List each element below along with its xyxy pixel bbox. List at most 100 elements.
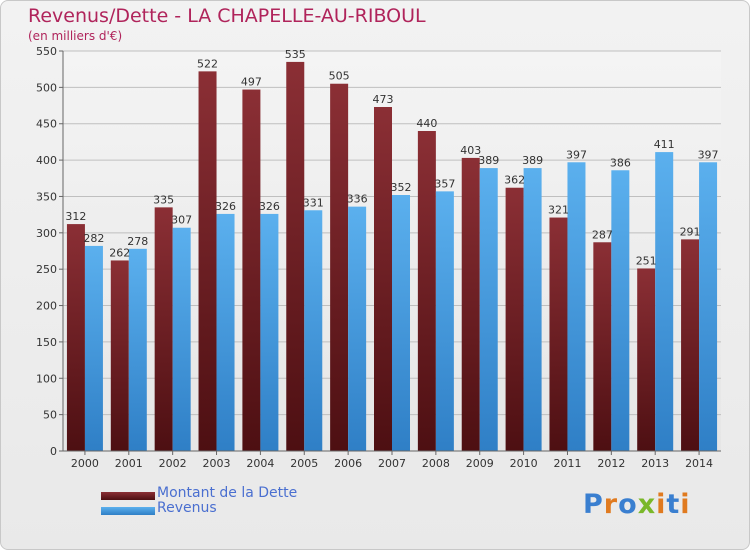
- debt-bar: [637, 268, 656, 451]
- logo-letter: t: [666, 489, 681, 520]
- debt-bar: [198, 71, 217, 451]
- y-tick-label: 550: [36, 45, 57, 58]
- revenue-value-label: 389: [522, 154, 543, 167]
- y-tick-label: 0: [50, 445, 57, 458]
- revenue-value-label: 326: [215, 200, 236, 213]
- revenue-value-label: 278: [127, 235, 148, 248]
- revenue-value-label: 357: [434, 177, 455, 190]
- legend-label-revenue: Revenus: [157, 500, 217, 516]
- revenue-value-label: 397: [698, 148, 719, 161]
- y-tick-label: 150: [36, 336, 57, 349]
- revenue-bar: [260, 213, 279, 451]
- legend-swatch-debt: [101, 492, 155, 500]
- debt-value-label: 262: [109, 246, 130, 259]
- debt-value-label: 335: [153, 193, 174, 206]
- debt-bar: [66, 224, 85, 451]
- proxiti-logo: Proxiti: [583, 489, 691, 520]
- debt-value-label: 522: [197, 57, 218, 70]
- y-tick-label: 200: [36, 300, 57, 313]
- revenue-value-label: 411: [654, 138, 675, 151]
- revenue-value-label: 326: [259, 200, 280, 213]
- x-tick-label: 2004: [246, 457, 274, 470]
- x-tick-label: 2006: [334, 457, 362, 470]
- debt-bar: [593, 242, 612, 451]
- y-tick-label: 500: [36, 81, 57, 94]
- debt-bar: [549, 217, 568, 451]
- debt-bar: [154, 207, 173, 451]
- revenue-bar: [216, 213, 235, 451]
- logo-letter: i: [656, 489, 667, 520]
- revenue-bar: [611, 170, 630, 452]
- debt-value-label: 473: [373, 93, 394, 106]
- debt-bar: [681, 239, 700, 451]
- revenue-bar: [655, 152, 674, 451]
- revenue-value-label: 331: [303, 196, 324, 209]
- revenue-bar: [348, 206, 367, 451]
- revenue-bar: [392, 195, 410, 451]
- x-tick-label: 2011: [553, 457, 581, 470]
- y-tick-label: 450: [36, 118, 57, 131]
- x-tick-label: 2003: [203, 457, 231, 470]
- debt-bar: [330, 83, 349, 452]
- revenue-bar: [172, 227, 191, 451]
- debt-value-label: 403: [460, 144, 481, 157]
- revenue-value-label: 352: [391, 181, 412, 194]
- logo-letter: r: [603, 489, 619, 520]
- debt-value-label: 291: [680, 225, 701, 238]
- logo-letter: P: [583, 489, 604, 520]
- logo-letter: o: [618, 489, 638, 520]
- x-tick-label: 2007: [378, 457, 406, 470]
- x-tick-label: 2008: [422, 457, 450, 470]
- revenue-value-label: 397: [566, 148, 587, 161]
- x-tick-label: 2013: [641, 457, 669, 470]
- revenue-value-label: 389: [478, 154, 499, 167]
- revenue-bar: [699, 162, 718, 452]
- y-tick-label: 350: [36, 190, 57, 203]
- logo-letter: x: [637, 489, 657, 520]
- revenue-bar: [523, 168, 542, 451]
- revenue-bar: [435, 191, 454, 451]
- debt-bar: [417, 131, 436, 451]
- debt-bar: [286, 61, 305, 452]
- revenue-bar: [84, 245, 103, 451]
- debt-value-label: 497: [241, 76, 262, 89]
- debt-value-label: 362: [504, 174, 525, 187]
- x-tick-label: 2010: [510, 457, 538, 470]
- revenue-value-label: 386: [610, 156, 631, 169]
- debt-bar: [242, 89, 261, 451]
- debt-value-label: 321: [548, 204, 569, 217]
- revenue-value-label: 336: [347, 193, 368, 206]
- revenue-bar: [567, 162, 586, 452]
- revenue-value-label: 307: [171, 214, 192, 227]
- revenue-bar: [304, 210, 323, 451]
- debt-bar: [110, 260, 129, 451]
- x-tick-label: 2002: [159, 457, 187, 470]
- debt-bar: [461, 157, 480, 451]
- revenue-bar: [128, 248, 147, 451]
- x-tick-label: 2000: [71, 457, 99, 470]
- debt-value-label: 440: [416, 117, 437, 130]
- x-tick-label: 2005: [290, 457, 318, 470]
- x-tick-label: 2001: [115, 457, 143, 470]
- chart-subtitle: (en milliers d'€): [28, 29, 123, 43]
- y-tick-label: 400: [36, 154, 57, 167]
- revenue-value-label: 282: [83, 232, 104, 245]
- debt-value-label: 312: [65, 210, 86, 223]
- debt-bar: [505, 187, 524, 451]
- debt-value-label: 505: [329, 70, 350, 83]
- y-tick-label: 250: [36, 263, 57, 276]
- debt-value-label: 535: [285, 48, 306, 61]
- y-tick-label: 50: [43, 409, 57, 422]
- x-tick-label: 2014: [685, 457, 713, 470]
- debt-value-label: 251: [636, 254, 657, 267]
- revenue-bar: [479, 168, 498, 451]
- legend-label-debt: Montant de la Dette: [157, 485, 298, 501]
- logo-letter: i: [680, 489, 691, 520]
- y-tick-label: 100: [36, 372, 57, 385]
- x-tick-label: 2012: [597, 457, 625, 470]
- debt-value-label: 287: [592, 228, 613, 241]
- debt-bar: [374, 107, 392, 451]
- chart-title: Revenus/Dette - LA CHAPELLE-AU-RIBOUL: [28, 5, 426, 27]
